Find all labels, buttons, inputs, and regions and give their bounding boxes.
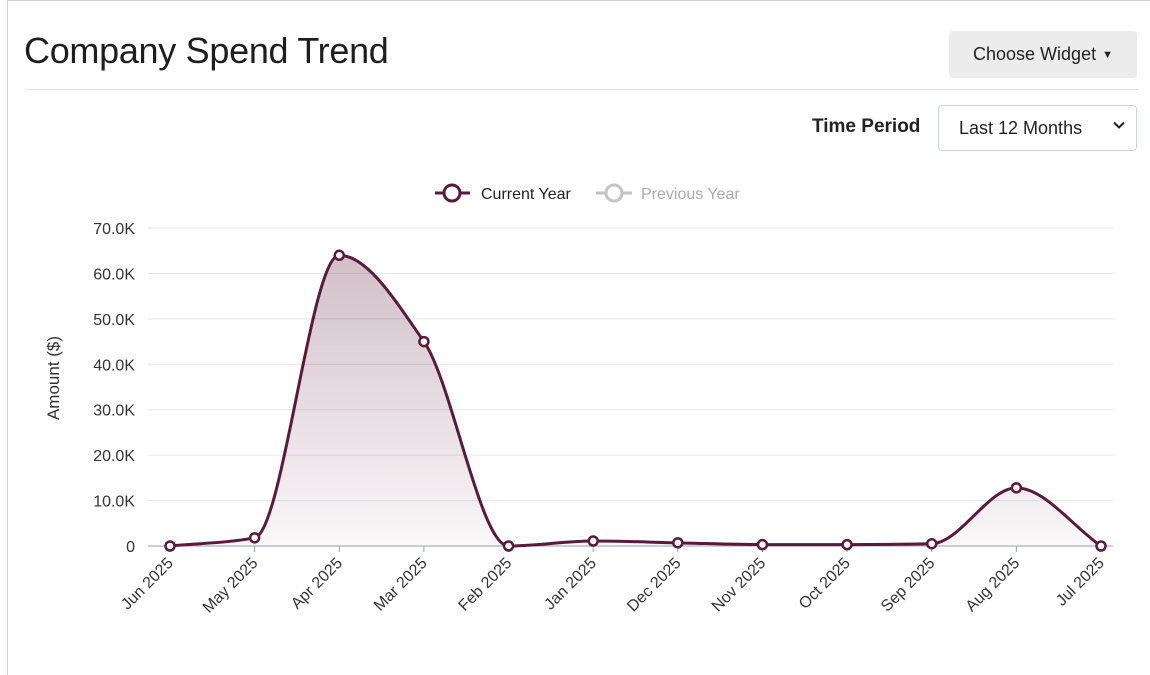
legend-previous-label: Previous Year <box>641 186 740 203</box>
y-tick-label: 50.0K <box>93 312 135 329</box>
data-point <box>333 249 346 262</box>
x-tick-label: Aug 2025 <box>963 555 1024 616</box>
x-tick-label: Dec 2025 <box>624 555 685 616</box>
time-period-select[interactable]: Last 12 Months <box>938 105 1137 151</box>
time-period-label: Time Period <box>812 116 921 137</box>
y-tick-label: 0 <box>126 539 135 556</box>
y-tick-label: 70.0K <box>93 221 135 238</box>
y-tick-label: 60.0K <box>93 266 135 283</box>
data-point <box>925 537 938 550</box>
data-point <box>418 335 430 348</box>
x-tick-label: Feb 2025 <box>456 555 516 615</box>
data-point <box>502 540 515 552</box>
x-tick-label: Mar 2025 <box>371 555 431 615</box>
x-tick-label: Jan 2025 <box>541 555 600 614</box>
widget-frame <box>7 0 1150 675</box>
data-point <box>1010 482 1023 494</box>
choose-widget-label: Choose Widget <box>973 44 1097 64</box>
header-divider <box>25 89 1138 90</box>
y-tick-label: 10.0K <box>93 494 135 511</box>
caret-down-icon: ▼ <box>1102 48 1113 61</box>
y-tick-label: 20.0K <box>93 448 135 465</box>
y-tick-label: 40.0K <box>93 357 135 374</box>
current-year-area <box>170 255 1101 546</box>
y-axis-title: Amount ($) <box>44 336 63 420</box>
choose-widget-button[interactable]: Choose Widget ▼ <box>949 31 1137 78</box>
x-tick-label: Jul 2025 <box>1053 555 1108 610</box>
legend-current-marker <box>442 183 462 203</box>
data-point <box>672 537 684 549</box>
x-tick-label: Jun 2025 <box>118 555 177 614</box>
x-tick-label: Apr 2025 <box>288 555 346 613</box>
x-tick-label: May 2025 <box>200 555 262 617</box>
data-point <box>1095 540 1107 552</box>
x-tick-label: Nov 2025 <box>709 555 770 616</box>
y-tick-label: 30.0K <box>93 403 135 420</box>
time-period-value: Last 12 Months <box>959 117 1083 138</box>
data-point <box>756 538 769 551</box>
data-point <box>164 540 176 552</box>
data-point <box>841 538 853 551</box>
legend-current-label: Current Year <box>481 186 572 203</box>
legend-previous-marker <box>604 183 624 203</box>
data-point <box>248 532 261 544</box>
x-tick-label: Sep 2025 <box>878 555 939 616</box>
page-title: Company Spend Trend <box>24 30 389 71</box>
data-point <box>587 535 599 547</box>
chevron-down-icon <box>1113 121 1125 129</box>
x-tick-label: Oct 2025 <box>796 555 854 613</box>
